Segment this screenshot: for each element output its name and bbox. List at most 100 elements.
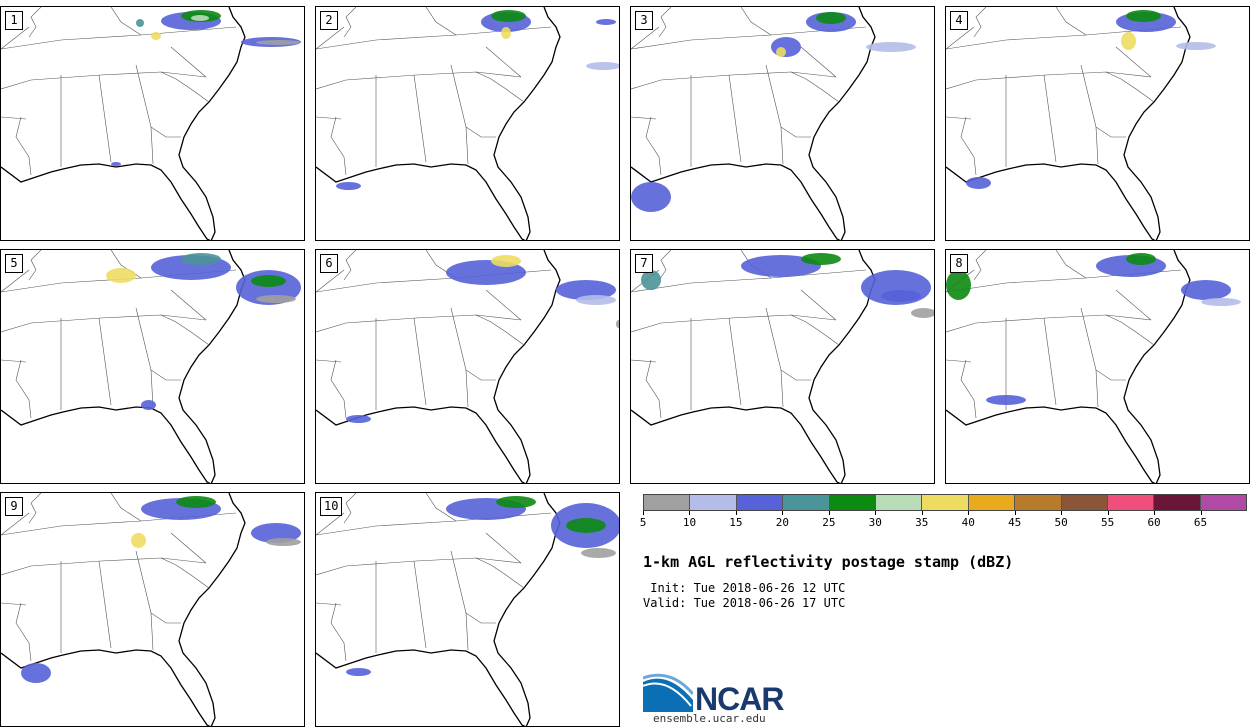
colorbar-tick-mark xyxy=(1014,511,1016,515)
state-border xyxy=(1080,64,1126,138)
precip-cell xyxy=(176,496,216,508)
precip-cell xyxy=(1126,253,1156,265)
state-border xyxy=(728,74,742,163)
colorbar-segment xyxy=(690,495,737,510)
reflectivity-map xyxy=(316,7,619,240)
colorbar-tick-label: 65 xyxy=(1193,516,1208,529)
colorbar-tick-mark xyxy=(828,511,830,515)
precip-cell xyxy=(21,663,51,683)
state-border xyxy=(1043,74,1057,163)
state-border xyxy=(1,269,30,293)
colorbar-tick-mark xyxy=(1107,511,1109,515)
state-border xyxy=(631,26,660,50)
state-border xyxy=(316,269,345,293)
reflectivity-map xyxy=(316,493,619,726)
coastline xyxy=(316,493,561,726)
state-border xyxy=(316,512,345,536)
state-border xyxy=(1055,7,1087,36)
state-border xyxy=(800,46,837,78)
reflectivity-map xyxy=(631,7,916,240)
colorbar-segment xyxy=(922,495,969,510)
precip-cell xyxy=(141,400,156,410)
colorbar-tick-mark xyxy=(643,511,644,515)
state-border xyxy=(765,64,811,138)
state-border xyxy=(960,359,977,419)
ncar-logo-text: NCAR xyxy=(695,681,784,717)
state-border xyxy=(1095,126,1099,165)
reflectivity-map xyxy=(631,250,934,483)
state-border xyxy=(150,126,154,165)
state-border xyxy=(425,7,457,36)
state-border xyxy=(946,314,1152,333)
precip-cell xyxy=(136,19,144,27)
panel-number: 9 xyxy=(5,497,23,516)
reflectivity-map xyxy=(316,250,619,483)
coastline xyxy=(316,250,561,483)
map-panel: 2 xyxy=(315,6,620,241)
colorbar-segment xyxy=(1107,495,1155,510)
precip-cell xyxy=(191,15,209,21)
state-border xyxy=(316,116,342,120)
map-panel: 7 xyxy=(630,249,935,484)
colorbar-segment xyxy=(736,495,784,510)
precip-cell xyxy=(1176,42,1216,50)
state-border xyxy=(135,550,181,624)
precip-cell xyxy=(251,523,301,543)
colorbar-tick-label: 5 xyxy=(639,516,647,529)
coastline xyxy=(1,7,246,240)
state-border xyxy=(1105,314,1155,346)
state-border xyxy=(465,369,469,408)
precip-cell xyxy=(131,533,146,548)
state-border xyxy=(1043,317,1057,406)
state-border xyxy=(1,602,27,606)
state-border xyxy=(740,7,772,36)
state-border xyxy=(316,314,522,333)
state-border xyxy=(98,74,112,163)
precip-cell xyxy=(151,32,161,40)
state-border xyxy=(28,493,42,524)
map-panel: 6 xyxy=(315,249,620,484)
state-border xyxy=(330,602,347,662)
precip-cell xyxy=(801,253,841,265)
state-border xyxy=(413,74,427,163)
coastline xyxy=(1,250,246,483)
precip-cell xyxy=(1121,32,1136,50)
precip-cell xyxy=(496,496,536,508)
panel-number: 7 xyxy=(635,254,653,273)
colorbar-tick-mark xyxy=(875,511,877,515)
precip-cell xyxy=(256,40,301,45)
precip-cell xyxy=(1201,298,1241,306)
state-border xyxy=(343,7,357,38)
state-border xyxy=(1080,307,1126,381)
state-border xyxy=(425,493,457,522)
panel-number: 10 xyxy=(320,497,343,516)
state-border xyxy=(450,307,496,381)
coastline xyxy=(946,250,1191,483)
precip-cell xyxy=(616,320,619,328)
state-border xyxy=(150,612,154,651)
state-border xyxy=(170,46,207,78)
precip-cell xyxy=(556,280,616,300)
state-border xyxy=(150,369,154,408)
state-border xyxy=(973,250,987,281)
precip-cell xyxy=(501,27,511,39)
state-border xyxy=(1,314,207,333)
precip-cell xyxy=(586,62,619,70)
state-border xyxy=(316,26,345,50)
panel-number: 8 xyxy=(950,254,968,273)
state-border xyxy=(316,557,522,576)
state-border xyxy=(658,7,672,38)
precip-cell xyxy=(346,668,371,676)
precip-cell xyxy=(1126,10,1161,22)
colorbar-tick-mark xyxy=(1154,511,1156,515)
state-border xyxy=(631,314,837,333)
state-border xyxy=(631,269,867,293)
reflectivity-map xyxy=(946,7,1216,240)
precip-cell xyxy=(771,37,801,57)
precip-cell xyxy=(816,12,846,24)
precip-cell xyxy=(106,268,136,283)
state-border xyxy=(631,116,657,120)
state-border xyxy=(780,126,784,165)
state-border xyxy=(946,116,972,120)
colorbar-segment xyxy=(644,495,691,510)
